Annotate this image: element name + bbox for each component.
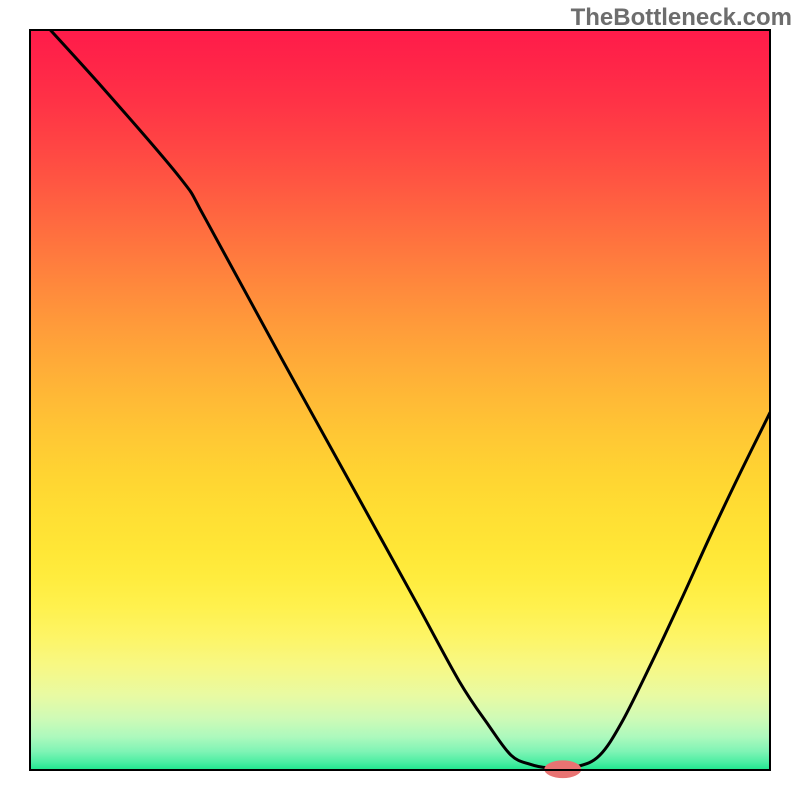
- bottleneck-chart: TheBottleneck.com: [0, 0, 800, 800]
- gradient-background: [30, 30, 770, 770]
- watermark-text: TheBottleneck.com: [571, 4, 792, 32]
- chart-svg: [0, 0, 800, 800]
